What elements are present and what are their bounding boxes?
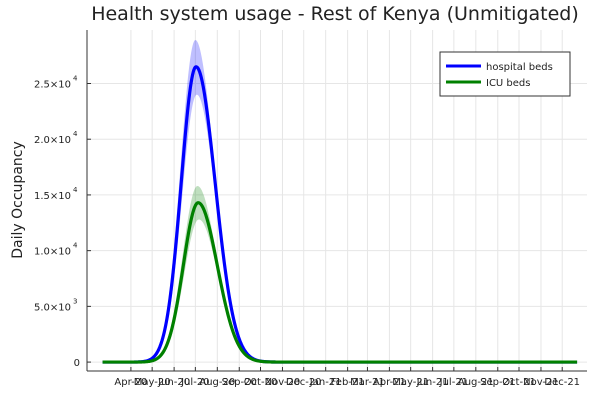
- y-tick-exponent: 4: [73, 242, 78, 250]
- y-tick-label: 2.0×10: [34, 135, 71, 146]
- x-tick-label: Jun-20: [157, 377, 190, 388]
- x-tick-label: Mar-21: [350, 377, 385, 388]
- x-tick-label: Sep-20: [222, 377, 257, 388]
- x-tick-label: Jul-21: [439, 377, 468, 388]
- y-tick-exponent: 4: [73, 130, 78, 138]
- x-tick-label: Oct-20: [244, 377, 278, 388]
- x-tick-label: Feb-21: [331, 377, 365, 388]
- y-tick-exponent: 4: [73, 186, 78, 194]
- series-line-icu-beds: [101, 201, 578, 364]
- legend-box: [439, 51, 571, 97]
- series-lines: [101, 65, 578, 364]
- x-tick-label: Nov-21: [523, 377, 559, 388]
- y-tick-label: 1.5×10: [34, 191, 71, 202]
- y-tick-exponent: 3: [73, 297, 77, 305]
- y-tick-label: 1.0×10: [34, 247, 71, 258]
- x-tick-label: Apr-21: [373, 377, 406, 388]
- legend-label-hospital-beds: hospital beds: [486, 62, 553, 73]
- legend-label-icu-beds: ICU beds: [486, 78, 531, 89]
- x-tick-label: Jun-21: [416, 377, 449, 388]
- x-tick-label: Sep-21: [480, 377, 515, 388]
- x-tick-labels: Apr-20May-20Jun-20Jul-20Aug-20Sep-20Oct-…: [114, 367, 580, 388]
- x-tick-label: Dec-20: [286, 377, 322, 388]
- y-tick-exponent: 4: [73, 74, 78, 82]
- y-tick-label: 2.5×10: [34, 79, 71, 90]
- x-tick-label: Jul-20: [180, 377, 209, 388]
- x-tick-label: Aug-20: [199, 377, 235, 388]
- legend: hospital beds ICU beds: [439, 51, 571, 97]
- x-tick-label: Aug-21: [458, 377, 494, 388]
- x-tick-label: May-21: [392, 377, 429, 388]
- y-axis-label: Daily Occupancy: [10, 141, 26, 258]
- y-tick-label: 5.0×10: [34, 302, 71, 313]
- y-tick-label: 0: [74, 358, 80, 369]
- x-tick-label: Nov-20: [265, 377, 301, 388]
- axes: [86, 30, 587, 372]
- chart-title: Health system usage - Rest of Kenya (Unm…: [91, 3, 579, 25]
- x-tick-label: Apr-20: [114, 377, 147, 388]
- x-tick-label: Dec-21: [544, 377, 580, 388]
- x-tick-label: Oct-21: [502, 377, 536, 388]
- x-tick-label: Jan-21: [309, 377, 342, 388]
- x-tick-label: May-20: [134, 377, 171, 388]
